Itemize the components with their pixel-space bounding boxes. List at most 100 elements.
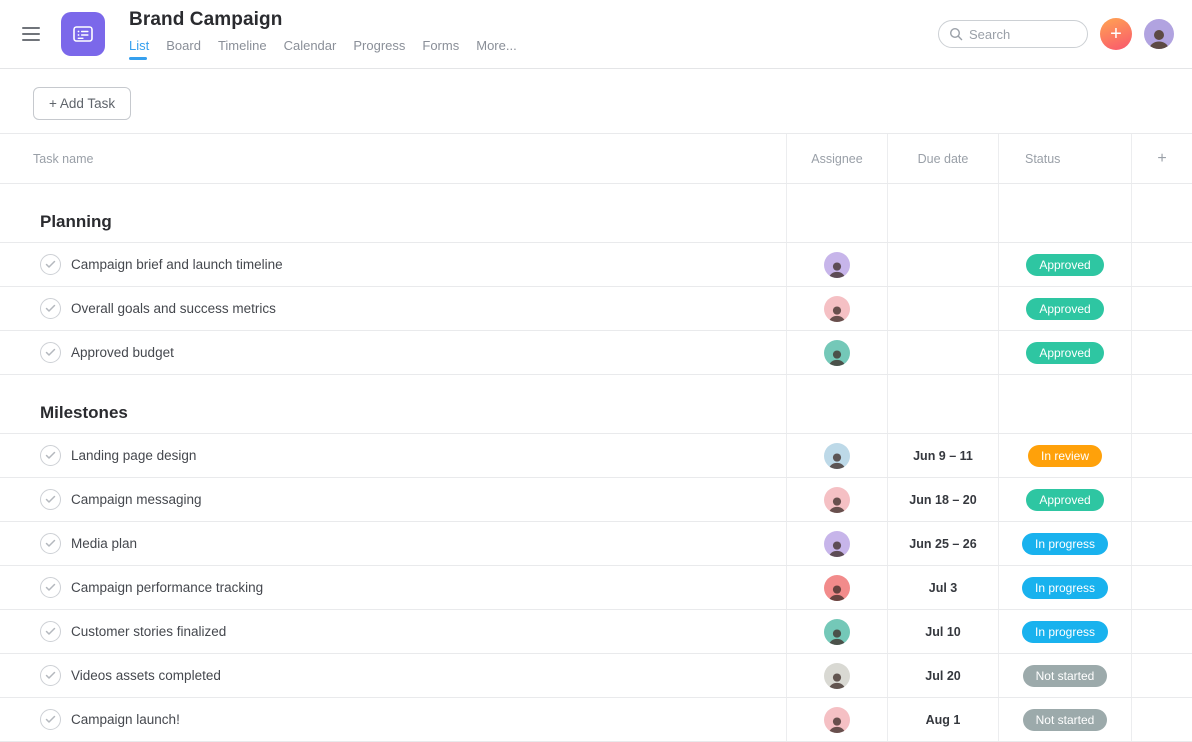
row-extra-cell [1131, 434, 1192, 477]
tab-board[interactable]: Board [166, 38, 201, 53]
column-header-task-name[interactable]: Task name [33, 151, 94, 166]
status-cell: Approved [998, 243, 1131, 286]
table-row[interactable]: Campaign launch! Aug 1 Not started [0, 698, 1192, 742]
assignee-cell [786, 331, 887, 374]
column-header-status[interactable]: Status [998, 134, 1131, 183]
tab-calendar[interactable]: Calendar [283, 38, 337, 53]
check-icon [45, 260, 56, 268]
table-row[interactable]: Videos assets completed Jul 20 Not started [0, 654, 1192, 698]
profile-avatar[interactable] [1144, 19, 1174, 49]
check-circle-icon[interactable] [40, 298, 61, 319]
tab-more[interactable]: More... [476, 38, 517, 53]
list-board-icon [73, 26, 93, 42]
check-icon [45, 451, 56, 459]
row-extra-cell [1131, 566, 1192, 609]
status-badge[interactable]: Approved [1026, 488, 1104, 511]
status-badge[interactable]: Approved [1026, 253, 1104, 276]
person-icon [828, 496, 846, 513]
add-column-button[interactable]: + [1131, 134, 1192, 183]
task-name-cell: Landing page design [0, 434, 786, 477]
status-cell: In progress [998, 610, 1131, 653]
due-date-cell: Jul 3 [887, 566, 998, 609]
person-icon [828, 672, 846, 689]
check-circle-icon[interactable] [40, 342, 61, 363]
check-circle-icon[interactable] [40, 665, 61, 686]
table-row[interactable]: Landing page design Jun 9 – 11 In review [0, 434, 1192, 478]
section-row-cell [998, 375, 1131, 433]
check-circle-icon[interactable] [40, 577, 61, 598]
create-button[interactable]: + [1100, 18, 1132, 50]
task-name-cell: Videos assets completed [0, 654, 786, 697]
table-header: Task name Assignee Due date Status + [0, 134, 1192, 184]
search-icon [949, 27, 963, 41]
tab-progress[interactable]: Progress [353, 38, 406, 53]
due-date-cell: Jun 9 – 11 [887, 434, 998, 477]
avatar [824, 706, 850, 733]
assignee-cell [786, 434, 887, 477]
top-bar: Brand Campaign List Board Timeline Calen… [0, 0, 1192, 69]
avatar [824, 442, 850, 469]
avatar [824, 618, 850, 645]
toolbar: + Add Task [0, 69, 1192, 134]
due-date-cell: Jun 25 – 26 [887, 522, 998, 565]
table-row[interactable]: Media plan Jun 25 – 26 In progress [0, 522, 1192, 566]
status-cell: In review [998, 434, 1131, 477]
section-row: Planning [0, 184, 1192, 243]
status-badge[interactable]: In progress [1021, 576, 1109, 599]
assignee-cell [786, 698, 887, 741]
check-circle-icon[interactable] [40, 445, 61, 466]
row-extra-cell [1131, 522, 1192, 565]
table-row[interactable]: Approved budget Approved [0, 331, 1192, 375]
column-header-due-date[interactable]: Due date [887, 134, 998, 183]
menu-icon[interactable] [22, 23, 40, 45]
add-task-button[interactable]: + Add Task [33, 87, 132, 120]
project-icon[interactable] [61, 12, 105, 56]
check-icon [45, 495, 56, 503]
column-header-assignee[interactable]: Assignee [786, 134, 887, 183]
task-list: Planning Campaign brief and launch timeli… [0, 184, 1192, 742]
assignee-cell [786, 610, 887, 653]
tab-forms[interactable]: Forms [422, 38, 460, 53]
status-badge[interactable]: Approved [1026, 297, 1104, 320]
check-circle-icon[interactable] [40, 709, 61, 730]
status-badge[interactable]: Approved [1026, 341, 1104, 364]
due-date-cell: Aug 1 [887, 698, 998, 741]
search-input[interactable] [969, 26, 1069, 42]
task-name-cell: Campaign messaging [0, 478, 786, 521]
status-badge[interactable]: Not started [1022, 664, 1108, 687]
status-badge[interactable]: Not started [1022, 708, 1108, 731]
check-circle-icon[interactable] [40, 489, 61, 510]
check-circle-icon[interactable] [40, 533, 61, 554]
person-icon [828, 628, 846, 645]
search-box[interactable] [938, 20, 1088, 48]
status-badge[interactable]: In progress [1021, 532, 1109, 555]
status-cell: Approved [998, 478, 1131, 521]
due-date: Jul 20 [925, 668, 961, 683]
person-icon [828, 584, 846, 601]
task-name: Approved budget [71, 345, 174, 360]
avatar [824, 486, 850, 513]
check-circle-icon[interactable] [40, 254, 61, 275]
check-circle-icon[interactable] [40, 621, 61, 642]
status-badge[interactable]: In review [1027, 444, 1103, 467]
status-cell: In progress [998, 522, 1131, 565]
tab-list[interactable]: List [129, 38, 149, 60]
task-name: Campaign messaging [71, 492, 202, 507]
tab-timeline[interactable]: Timeline [217, 38, 267, 53]
status-badge[interactable]: In progress [1021, 620, 1109, 643]
table-row[interactable]: Campaign brief and launch timeline Approv… [0, 243, 1192, 287]
table-row[interactable]: Overall goals and success metrics Approve… [0, 287, 1192, 331]
table-row[interactable]: Campaign messaging Jun 18 – 20 Approved [0, 478, 1192, 522]
avatar [824, 295, 850, 322]
section-title[interactable]: Milestones [40, 403, 128, 422]
table-row[interactable]: Customer stories finalized Jul 10 In progr… [0, 610, 1192, 654]
due-date: Jul 10 [925, 624, 961, 639]
row-extra-cell [1131, 610, 1192, 653]
due-date: Jul 3 [928, 580, 958, 595]
section-title[interactable]: Planning [40, 212, 112, 231]
due-date: Jun 9 – 11 [913, 448, 973, 463]
table-row[interactable]: Campaign performance tracking Jul 3 In pro… [0, 566, 1192, 610]
check-icon [45, 348, 56, 356]
status-cell: Approved [998, 287, 1131, 330]
avatar [824, 662, 850, 689]
